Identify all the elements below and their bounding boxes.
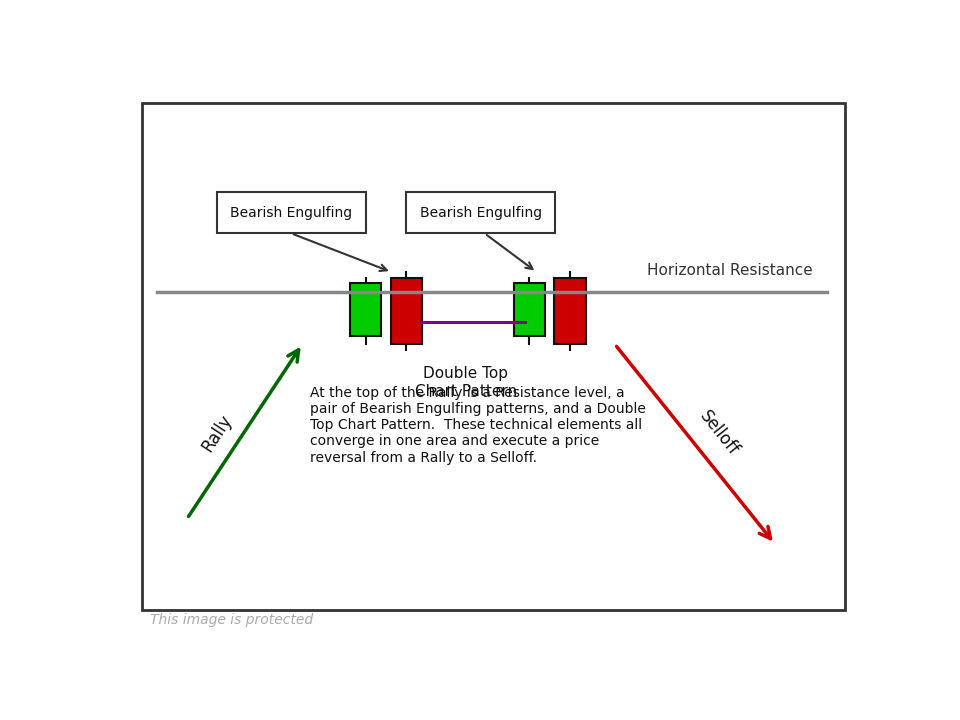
Text: This image is protected: This image is protected	[150, 613, 313, 627]
Bar	[555, 278, 586, 344]
Bar	[349, 283, 381, 336]
Text: Double Top
Chart Pattern: Double Top Chart Pattern	[415, 366, 517, 399]
Text: Bearish Engulfing: Bearish Engulfing	[420, 205, 541, 220]
Text: Rally: Rally	[198, 411, 235, 455]
Text: At the top of the Rally is a Resistance level, a
pair of Bearish Engulfing patte: At the top of the Rally is a Resistance …	[310, 386, 645, 464]
Text: Horizontal Resistance: Horizontal Resistance	[647, 263, 813, 278]
Text: Selloff: Selloff	[696, 407, 742, 459]
Bar	[391, 278, 422, 344]
Bar	[514, 283, 545, 336]
Bar	[217, 192, 366, 233]
Text: Bearish Engulfing: Bearish Engulfing	[230, 205, 352, 220]
Bar	[406, 192, 555, 233]
